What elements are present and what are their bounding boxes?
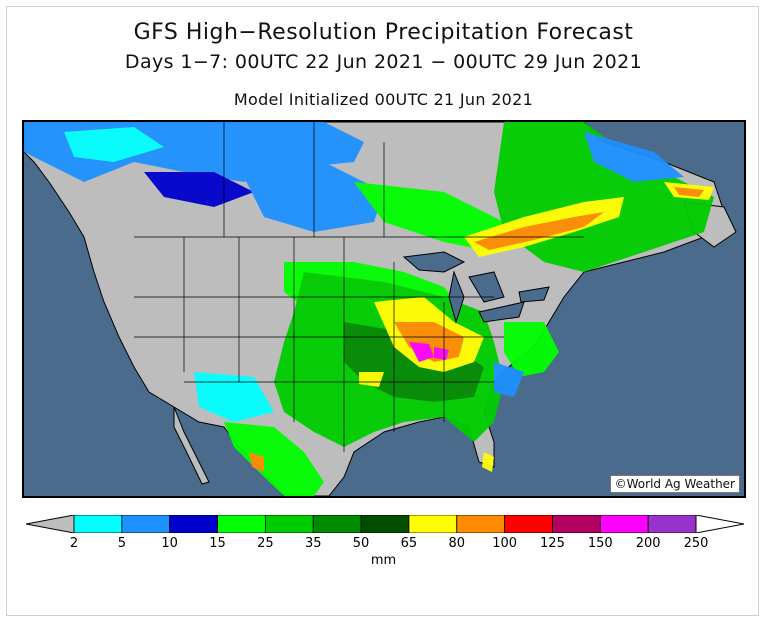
colorbar-tick-label: 15	[209, 536, 226, 551]
colorbar-swatch	[504, 515, 553, 533]
colorbar-tick-label: 50	[352, 536, 370, 551]
precipitation-map: ©World Ag Weather	[22, 120, 746, 498]
colorbar-tick-label: 80	[448, 536, 466, 551]
map-title: GFS High−Resolution Precipitation Foreca…	[133, 20, 634, 45]
credit-label: ©World Ag Weather	[609, 475, 740, 493]
map-subtitle: Days 1−7: 00UTC 22 Jun 2021 − 00UTC 29 J…	[124, 51, 643, 73]
colorbar-tick-label: 250	[683, 536, 709, 551]
model-init-label: Model Initialized 00UTC 21 Jun 2021	[233, 90, 534, 109]
colorbar-over-triangle	[695, 515, 744, 533]
colorbar-swatch	[217, 515, 266, 533]
colorbar-swatch	[599, 515, 649, 533]
land-baja	[173, 406, 210, 485]
colorbar-swatch	[408, 515, 458, 533]
colorbar-tick-label: 25	[257, 536, 274, 551]
colorbar	[26, 515, 744, 533]
colorbar-tick-label: 35	[304, 536, 322, 551]
colorbar-swatch	[73, 515, 123, 533]
colorbar-tick-label: 65	[400, 536, 418, 551]
colorbar-swatch	[121, 515, 171, 533]
colorbar-tick-label: 10	[161, 536, 178, 551]
colorbar-tick-label: 125	[540, 536, 565, 551]
precip-shading	[24, 122, 714, 496]
colorbar-swatch	[360, 515, 410, 533]
great-lakes	[402, 251, 550, 324]
colorbar-swatch	[456, 515, 506, 533]
colorbar-under-triangle	[26, 515, 75, 533]
colorbar-swatch	[312, 515, 362, 533]
colorbar-swatch	[169, 515, 218, 533]
colorbar-tick-label: 100	[492, 536, 518, 551]
colorbar-tick-label: 5	[117, 536, 126, 551]
political-borders	[134, 122, 584, 452]
colorbar-units: mm	[370, 553, 397, 568]
colorbar-swatch	[264, 515, 314, 533]
colorbar-ticks: 2 5 10 15 25 35 50 65 80 100 125 150 200 250	[0, 536, 767, 554]
colorbar-tick-label: 200	[635, 536, 661, 551]
colorbar-swatch	[647, 515, 697, 533]
colorbar-tick-label: 150	[587, 536, 613, 551]
colorbar-tick-label: 2	[69, 536, 79, 551]
colorbar-swatch	[552, 515, 601, 533]
